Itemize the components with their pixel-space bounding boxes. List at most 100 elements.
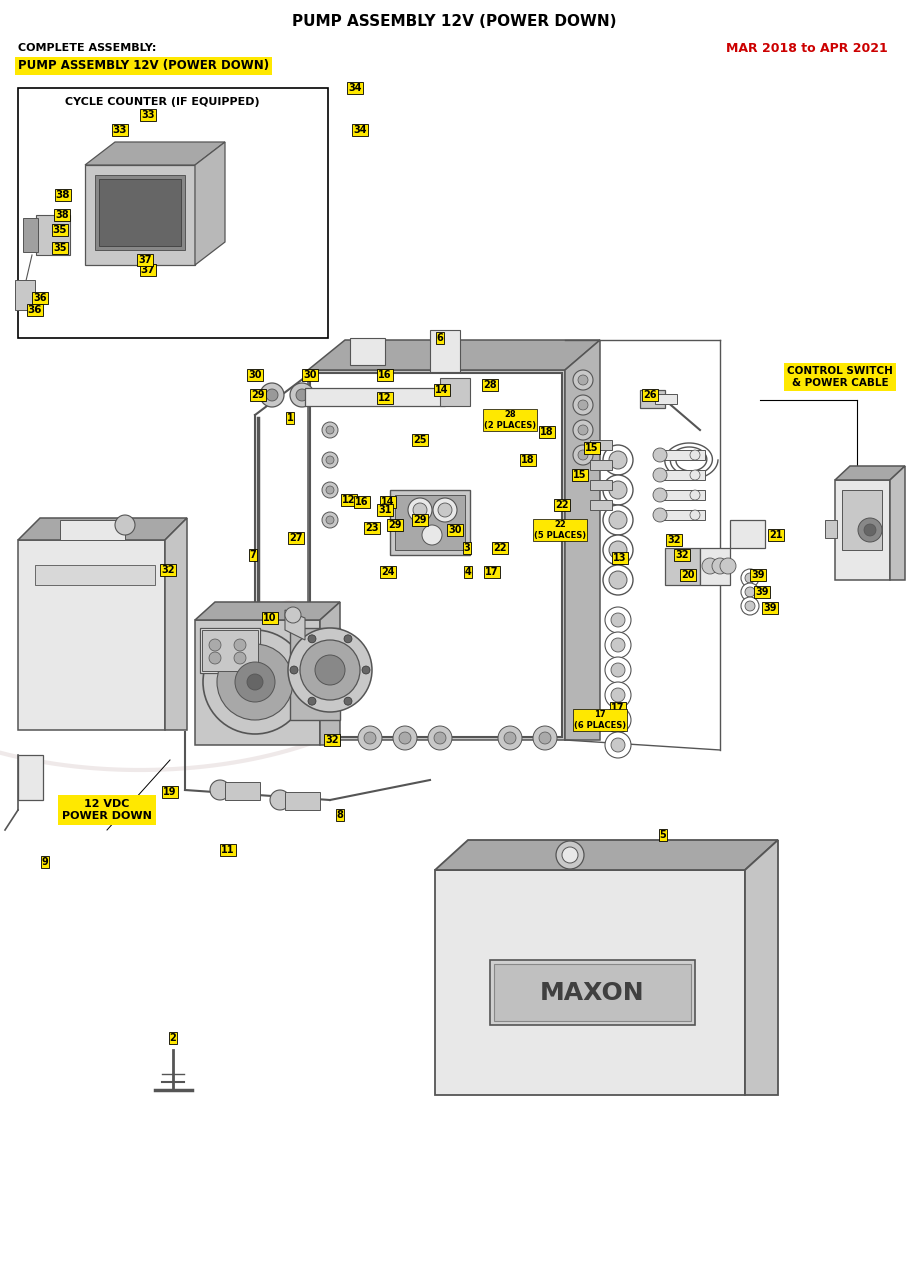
Bar [395, 495, 465, 550]
Circle shape [210, 780, 230, 801]
Bar [202, 630, 258, 671]
Circle shape [322, 452, 338, 468]
Circle shape [266, 389, 278, 401]
Text: 31: 31 [379, 505, 391, 515]
Circle shape [605, 732, 631, 758]
Bar [18, 87, 328, 338]
Text: 33: 33 [113, 125, 127, 135]
Text: 5: 5 [659, 830, 666, 840]
Circle shape [270, 790, 290, 810]
Circle shape [611, 613, 625, 627]
Circle shape [247, 675, 263, 690]
Text: 28: 28 [483, 380, 497, 391]
Text: 32: 32 [325, 735, 339, 745]
Circle shape [578, 375, 588, 386]
Circle shape [562, 847, 578, 864]
Polygon shape [85, 143, 225, 164]
Text: 15: 15 [586, 443, 598, 454]
Text: 37: 37 [141, 265, 155, 275]
Circle shape [428, 726, 452, 750]
Circle shape [573, 370, 593, 391]
Circle shape [326, 486, 334, 493]
Circle shape [578, 450, 588, 460]
Text: 14: 14 [381, 497, 395, 508]
Polygon shape [15, 280, 35, 310]
Polygon shape [435, 870, 745, 1095]
Text: 2: 2 [170, 1033, 176, 1043]
Circle shape [203, 630, 307, 734]
Circle shape [609, 451, 627, 469]
Text: MAR 2018 to APR 2021: MAR 2018 to APR 2021 [726, 41, 888, 54]
Polygon shape [165, 518, 187, 730]
Text: 17: 17 [611, 703, 625, 713]
Polygon shape [18, 540, 165, 730]
Bar [35, 565, 155, 585]
Bar [440, 378, 470, 406]
Circle shape [690, 470, 700, 481]
Polygon shape [665, 547, 700, 585]
Polygon shape [565, 341, 600, 740]
Circle shape [609, 481, 627, 499]
Circle shape [603, 475, 633, 505]
Circle shape [290, 666, 298, 675]
Circle shape [609, 541, 627, 559]
Text: 14: 14 [435, 386, 449, 394]
Circle shape [422, 526, 442, 545]
Bar [660, 450, 705, 460]
Text: 38: 38 [55, 190, 70, 200]
Polygon shape [308, 370, 565, 740]
Bar [590, 439, 612, 450]
Text: 30: 30 [248, 370, 262, 380]
Circle shape [556, 840, 584, 869]
Text: 39: 39 [751, 571, 765, 580]
Text: 29: 29 [413, 515, 427, 526]
Text: CYCLE COUNTER (IF EQUIPPED): CYCLE COUNTER (IF EQUIPPED) [65, 96, 260, 107]
Text: 29: 29 [389, 520, 401, 529]
Circle shape [605, 682, 631, 708]
Bar [430, 330, 460, 371]
Circle shape [745, 573, 755, 583]
Bar [99, 179, 181, 245]
Circle shape [315, 655, 345, 685]
Circle shape [690, 490, 700, 500]
Polygon shape [835, 466, 905, 481]
Circle shape [573, 394, 593, 415]
Circle shape [322, 421, 338, 438]
Text: 21: 21 [769, 529, 783, 540]
Circle shape [234, 651, 246, 664]
Circle shape [611, 738, 625, 752]
Bar [225, 783, 260, 801]
Bar [590, 500, 612, 510]
Circle shape [408, 499, 432, 522]
Circle shape [712, 558, 728, 574]
Circle shape [362, 666, 370, 675]
Text: SPECIALI’STS: SPECIALI’STS [193, 646, 487, 684]
Circle shape [434, 732, 446, 744]
Text: 22
(5 PLACES): 22 (5 PLACES) [534, 520, 586, 540]
Text: 16: 16 [355, 497, 369, 508]
Bar [660, 470, 705, 481]
Circle shape [690, 450, 700, 460]
Circle shape [611, 663, 625, 677]
Circle shape [653, 508, 667, 522]
Circle shape [603, 535, 633, 565]
Circle shape [393, 726, 417, 750]
Bar [590, 460, 612, 470]
Text: 13: 13 [613, 553, 627, 563]
Text: 30: 30 [449, 526, 462, 535]
Text: 10: 10 [263, 613, 277, 623]
Circle shape [653, 448, 667, 463]
Bar [18, 756, 43, 801]
Circle shape [357, 344, 373, 360]
Bar [95, 175, 185, 251]
Circle shape [433, 499, 457, 522]
Text: 36: 36 [34, 293, 46, 303]
Polygon shape [745, 840, 778, 1095]
Polygon shape [320, 601, 340, 745]
Circle shape [611, 637, 625, 651]
Text: 19: 19 [163, 786, 177, 797]
Bar [494, 964, 691, 1022]
Circle shape [605, 657, 631, 684]
Circle shape [741, 583, 759, 601]
Polygon shape [835, 481, 890, 580]
